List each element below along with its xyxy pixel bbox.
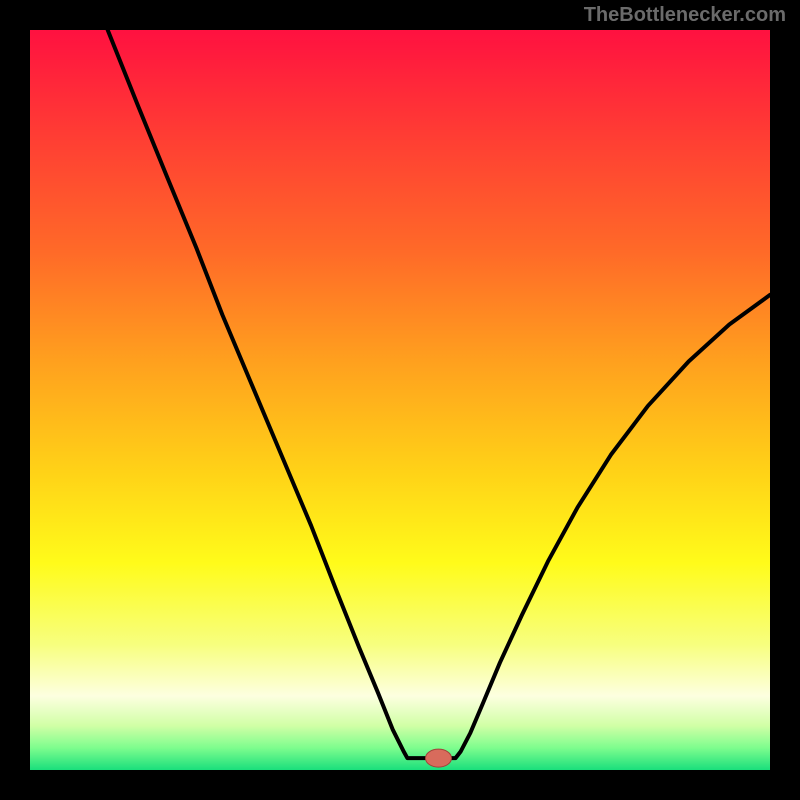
bottleneck-curve xyxy=(108,30,770,758)
chart-svg xyxy=(0,0,800,800)
watermark-text: TheBottlenecker.com xyxy=(584,4,786,27)
optimal-point-marker xyxy=(425,749,451,767)
